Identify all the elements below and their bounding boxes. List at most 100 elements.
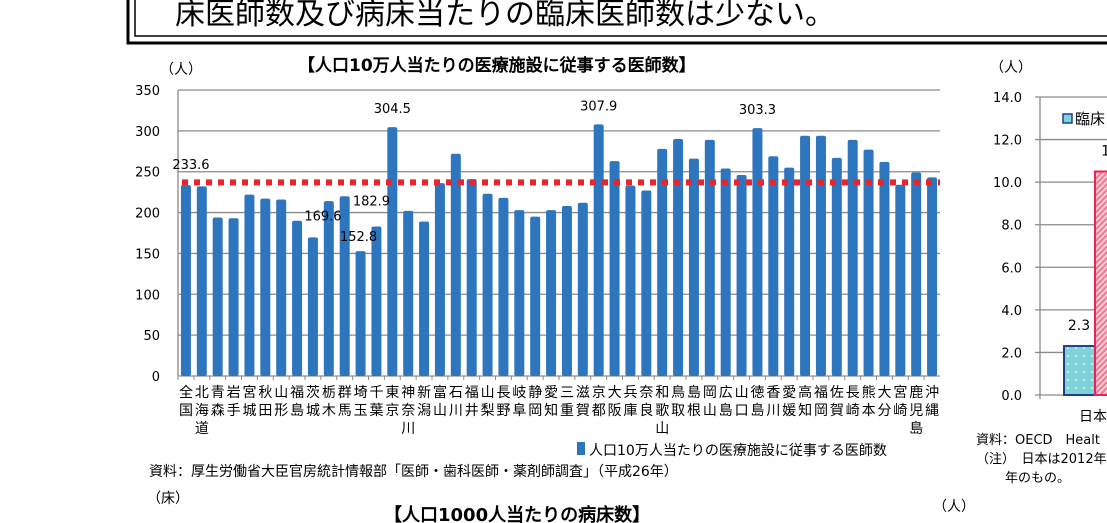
bar-三重 (561, 206, 572, 376)
bar-広島 (720, 168, 731, 376)
x-tick-label: 長崎 (846, 385, 860, 419)
y-tick-label: 12.0 (993, 134, 1022, 149)
bar-岐阜 (514, 210, 525, 376)
x-tick-label: 山梨 (481, 385, 495, 419)
x-tick-label: 高知 (798, 384, 812, 419)
doctors-per-100k-chart: （人） 【人口10万人当たりの医療施設に従事する医師数】 0 50 100 150 20… (135, 55, 940, 480)
x-tick-label: 島根 (687, 385, 701, 419)
bar-兵庫 (625, 185, 636, 376)
x-tick-label: 茨城 (306, 385, 320, 419)
y-tick-label: 150 (135, 247, 160, 262)
x-tick-label: 鳥取 (671, 385, 685, 419)
bar-秋田 (260, 198, 271, 376)
x-tick-label: 宮城 (242, 385, 256, 419)
chart-title: 【人口1000人当たりの病床数】 (384, 504, 650, 523)
legend: 人口10万人当たりの医療施設に従事する医師数 (577, 442, 887, 459)
y-tick-label: 6.0 (1001, 261, 1022, 276)
right-legend: 臨床 (1042, 100, 1107, 132)
x-tick-label: 京都 (592, 385, 606, 419)
x-tick-label: 広島 (719, 385, 733, 419)
y-tick-label: 0.0 (1001, 389, 1022, 404)
x-tick-label: 福岡 (814, 385, 828, 419)
bar-神奈川 (403, 210, 414, 376)
data-label: 303.3 (739, 103, 776, 118)
x-tick-label: 福島 (290, 385, 304, 419)
bar-京都 (593, 124, 604, 377)
x-tick-label: 新潟 (417, 385, 431, 419)
x-tick-label: 鹿児島 (909, 384, 923, 437)
bar-新潟 (419, 221, 430, 376)
y-tick-label: 2.0 (1001, 346, 1022, 361)
bar-沖縄 (927, 177, 938, 376)
x-tick-label: 千葉 (369, 385, 383, 419)
y-tick-label: 300 (135, 125, 160, 140)
x-tick-label: 日本 (1079, 409, 1107, 425)
data-label: 233.6 (172, 158, 209, 173)
bar-群馬 (339, 196, 350, 376)
x-tick-label: 岩手 (227, 385, 241, 419)
bar-和歌山 (657, 148, 668, 376)
bar-山梨 (482, 193, 493, 376)
x-tick-label: 石川 (449, 385, 463, 419)
y-tick-label: 50 (143, 329, 160, 344)
data-label: 2.3 (1068, 318, 1090, 334)
bar-奈良 (641, 190, 652, 376)
bar-宮城 (244, 194, 255, 376)
bar-佐賀 (831, 157, 842, 376)
x-tick-label: 滋賀 (576, 385, 590, 419)
y-tick-label: 10.0 (993, 176, 1022, 191)
x-tick-label: 青森 (211, 385, 225, 419)
bar-岡山 (704, 139, 715, 376)
x-tick-label: 三重 (560, 385, 574, 419)
data-label: 169.6 (304, 209, 341, 224)
data-label: 10 (1101, 144, 1107, 160)
y-tick-label: 0 (152, 370, 160, 385)
x-tick-label: 東京 (385, 385, 399, 419)
x-tick-label: 宮崎 (893, 385, 907, 419)
bar-鳥取 (673, 139, 684, 376)
bar-滋賀 (577, 202, 588, 376)
x-tick-label: 富山 (433, 384, 447, 419)
source-note: 資料：厚生労働省大臣官房統計情報部「医師・歯科医師・薬剤師調査」（平成26年） (149, 464, 678, 480)
bar-埼玉 (355, 251, 366, 376)
x-tick-label: 福井 (465, 385, 479, 419)
chart-title: 【人口10万人当たりの医療施設に従事する医師数】 (298, 55, 696, 76)
headline: 床医師数及び病床当たりの臨床医師数は少ない。 (175, 0, 835, 32)
x-tick-label: 大阪 (608, 385, 622, 419)
data-label: 152.8 (340, 230, 377, 245)
x-tick-label: 和歌山 (655, 385, 669, 437)
y-tick-label: 8.0 (1001, 219, 1022, 234)
legend-swatch (577, 442, 585, 455)
y-tick-label: 14.0 (993, 91, 1022, 106)
x-tick-label: 岐阜 (512, 385, 526, 419)
bar-東京 (387, 127, 398, 377)
x-tick-label: 佐賀 (830, 385, 844, 419)
y-tick-label: 250 (135, 166, 160, 181)
clinical-doctors-international-chart: （人） 0.0 2.0 4.0 6.0 8.0 10.0 12.0 14.0 2.3 10 臨… (976, 60, 1107, 486)
beds-per-1000-chart: （床） 【人口1000人当たりの病床数】 （人） (147, 491, 975, 523)
x-tick-label: 香川 (766, 385, 780, 419)
bar-徳島 (752, 128, 763, 376)
x-tick-label: 奈良 (639, 385, 653, 419)
bar-長野 (498, 197, 509, 376)
x-tick-label: 長野 (496, 385, 510, 419)
x-tick-label: 兵庫 (623, 385, 637, 419)
bar-全国 (180, 185, 191, 376)
x-tick-label: 沖縄 (925, 385, 939, 419)
bar-山形 (276, 199, 287, 376)
x-tick-label: 岡山 (703, 385, 717, 419)
bar-熊本 (863, 149, 874, 376)
x-tick-label: 静岡 (528, 385, 542, 419)
bar-japan-series-2 (1094, 170, 1107, 396)
bar-千葉 (371, 226, 382, 376)
x-tick-label: 群馬 (338, 385, 352, 419)
note: （注） 日本は2012年 (976, 452, 1107, 467)
bar-富山 (434, 183, 445, 376)
x-tick-label: 山口 (735, 385, 749, 419)
bar-大分 (879, 161, 890, 376)
x-tick-label: 徳島 (750, 385, 764, 419)
y-tick-label: 200 (135, 207, 160, 222)
bar-愛媛 (784, 167, 795, 376)
source-note: 資料：OECD Healt (976, 433, 1100, 448)
